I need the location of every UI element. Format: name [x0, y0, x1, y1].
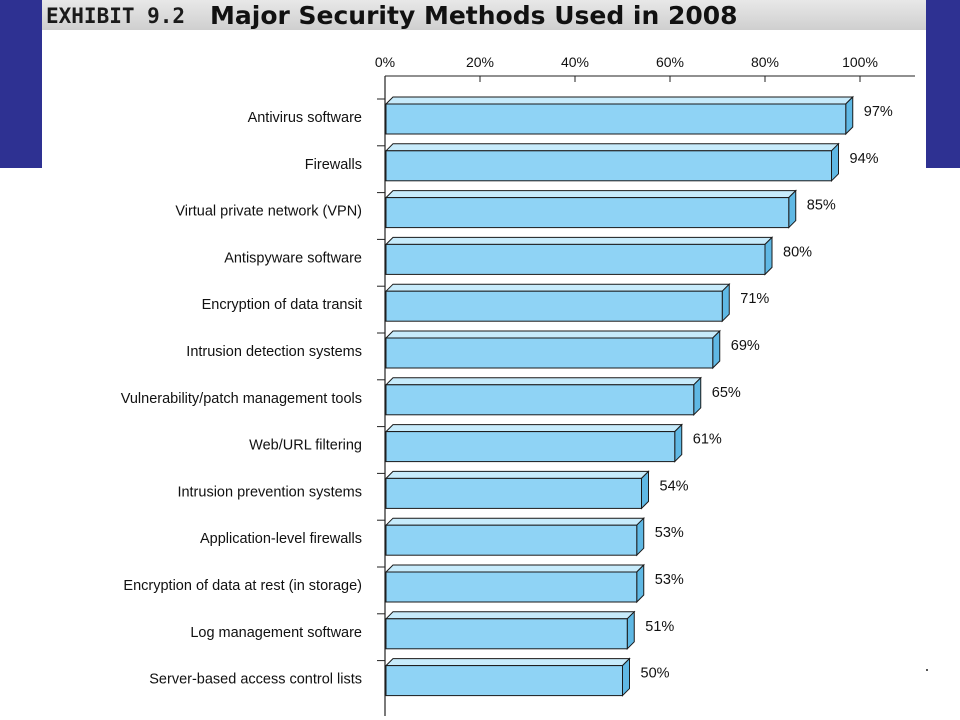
bar-side-face [788, 189, 797, 229]
chart-title: Major Security Methods Used in 2008 [210, 1, 738, 30]
value-label: 51% [645, 619, 674, 635]
value-label: 97% [864, 104, 893, 120]
bar-3 [384, 236, 774, 276]
bar-side-face [845, 95, 854, 136]
bar-side-face [622, 657, 630, 697]
bar-top-face [384, 283, 731, 292]
bar-top-face [384, 190, 797, 199]
bar-7 [384, 423, 683, 463]
value-label: 54% [660, 478, 689, 494]
category-label: Encryption of data at rest (in storage) [123, 578, 362, 594]
category-label: Vulnerability/patch management tools [121, 391, 362, 407]
category-label: Intrusion prevention systems [177, 484, 362, 500]
bar-side-face [674, 423, 683, 463]
category-label: Log management software [190, 625, 362, 641]
category-label: Virtual private network (VPN) [175, 204, 362, 220]
bar-6 [384, 376, 702, 417]
bar-side-face [636, 516, 645, 557]
value-label: 53% [655, 572, 684, 588]
category-label: Firewalls [305, 157, 362, 173]
bar-front-face [385, 150, 832, 182]
frame-left-band [0, 0, 42, 168]
bar-top-face [384, 143, 840, 152]
bar-side-face [831, 142, 839, 183]
bar-side-face [712, 329, 721, 370]
bar-4 [384, 282, 731, 323]
bar-side-face [626, 610, 635, 651]
bar-side-face [721, 282, 730, 323]
bar-front-face [385, 103, 847, 135]
bar-front-face [385, 290, 723, 322]
x-tick-label: 100% [842, 54, 878, 70]
value-label: 65% [712, 385, 741, 401]
value-label: 71% [740, 291, 769, 307]
bar-9 [384, 516, 645, 557]
category-label: Server-based access control lists [149, 672, 362, 688]
bar-front-face [385, 337, 714, 369]
bar-front-face [385, 243, 766, 275]
bar-10 [384, 563, 645, 604]
bar-front-face [385, 524, 638, 556]
value-label: 50% [641, 666, 670, 682]
bar-1 [384, 142, 840, 183]
x-tick-label: 40% [561, 54, 589, 70]
category-label: Application-level firewalls [200, 531, 362, 547]
value-label: 94% [850, 151, 879, 167]
exhibit-label: EXHIBIT 9.2 [46, 4, 186, 28]
bar-side-face [764, 236, 773, 276]
decorative-dot [926, 669, 928, 671]
bar-top-face [384, 611, 636, 620]
bar-front-face [385, 384, 695, 416]
bar-front-face [385, 477, 642, 509]
category-label: Antivirus software [248, 110, 362, 126]
bar-11 [384, 610, 636, 651]
value-label: 69% [731, 338, 760, 354]
bar-top-face [384, 330, 721, 339]
x-tick-label: 60% [656, 54, 684, 70]
bar-top-face [384, 96, 854, 105]
bar-top-face [384, 658, 631, 667]
bar-top-face [384, 236, 774, 245]
bar-12 [384, 657, 631, 697]
bar-0 [384, 95, 854, 136]
bar-5 [384, 329, 721, 370]
x-tick-label: 80% [751, 54, 779, 70]
bar-front-face [385, 618, 628, 650]
x-tick-label: 20% [466, 54, 494, 70]
category-label: Intrusion detection systems [186, 344, 362, 360]
bar-top-face [384, 377, 702, 386]
bar-8 [384, 470, 650, 510]
x-tick-label: 0% [375, 54, 395, 70]
bar-2 [384, 189, 797, 229]
category-label: Encryption of data transit [202, 297, 362, 313]
bar-top-face [384, 564, 645, 573]
bar-front-face [385, 665, 623, 697]
value-label: 61% [693, 432, 722, 448]
category-label: Antispyware software [224, 250, 362, 266]
bar-front-face [385, 431, 676, 463]
bar-front-face [385, 197, 790, 229]
frame-right-band [926, 0, 960, 168]
value-label: 85% [807, 198, 836, 214]
value-label: 80% [783, 244, 812, 260]
bar-side-face [641, 470, 649, 510]
bar-top-face [384, 517, 645, 526]
bar-front-face [385, 571, 638, 603]
bar-top-face [384, 470, 650, 479]
header-strip [42, 0, 926, 30]
value-label: 53% [655, 525, 684, 541]
bar-side-face [636, 563, 645, 604]
exhibit-header: EXHIBIT 9.2 Major Security Methods Used … [42, 0, 926, 32]
category-label: Web/URL filtering [249, 438, 362, 454]
bar-top-face [384, 424, 683, 433]
bar-side-face [693, 376, 702, 417]
